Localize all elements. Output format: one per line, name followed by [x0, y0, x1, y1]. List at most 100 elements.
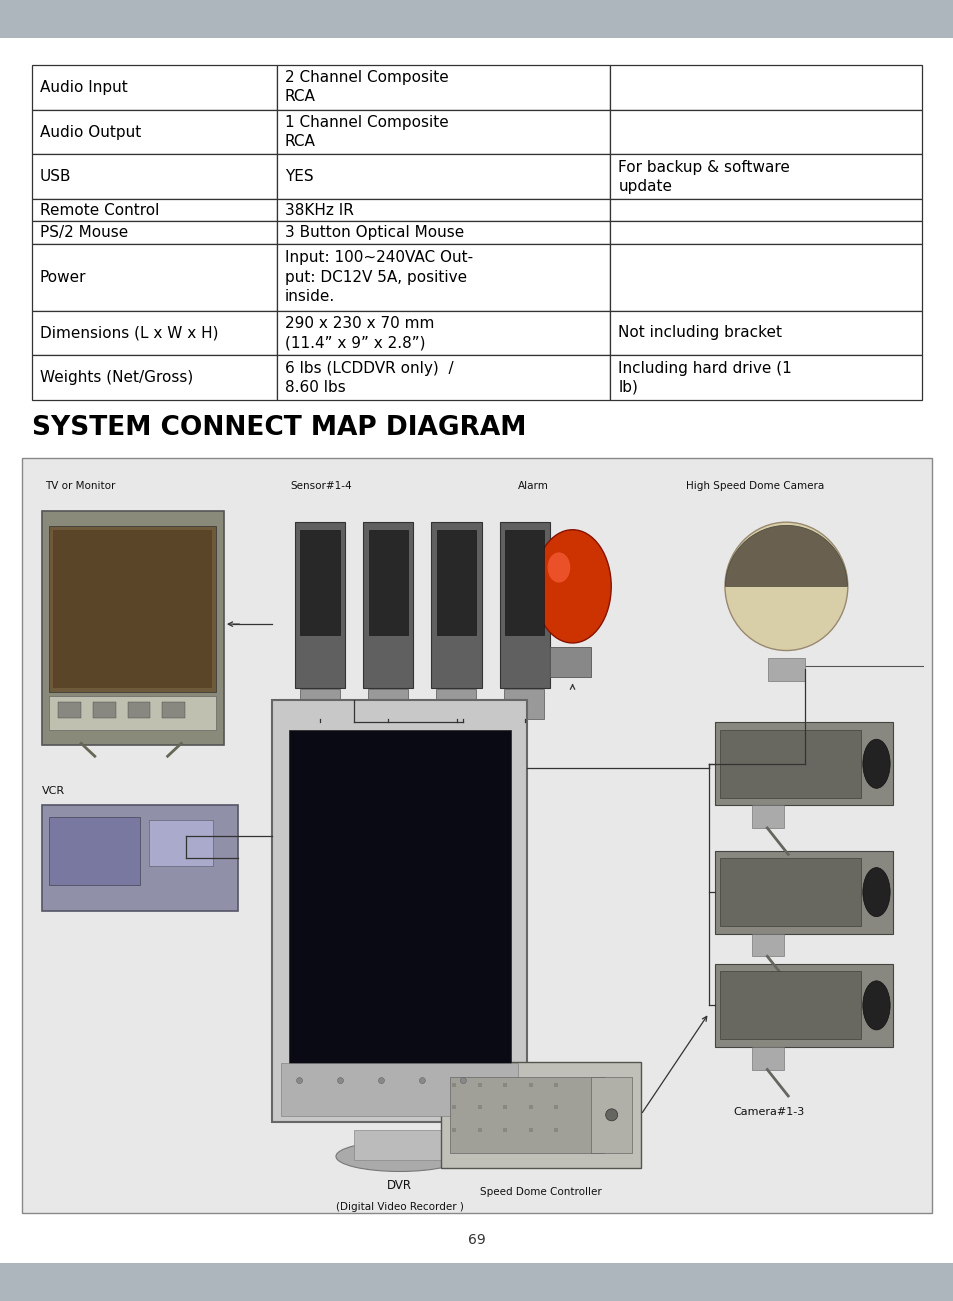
Text: 6 lbs (LCDDVR only)  /
8.60 lbs: 6 lbs (LCDDVR only) / 8.60 lbs: [284, 360, 453, 394]
Bar: [276, 155, 610, 199]
Ellipse shape: [724, 522, 847, 650]
Bar: [610, 155, 921, 199]
Text: 69: 69: [468, 1233, 485, 1246]
Ellipse shape: [335, 1141, 463, 1171]
Bar: [767, 658, 803, 680]
Bar: [477, 1106, 481, 1110]
Bar: [610, 199, 921, 221]
Bar: [32, 355, 276, 399]
Ellipse shape: [862, 739, 889, 788]
Bar: [32, 199, 276, 221]
Bar: [368, 690, 408, 719]
Circle shape: [419, 1077, 425, 1084]
Text: Camera#1-3: Camera#1-3: [733, 1107, 804, 1118]
Bar: [92, 701, 115, 718]
Text: Input: 100~240VAC Out-
put: DC12V 5A, positive
inside.: Input: 100~240VAC Out- put: DC12V 5A, po…: [284, 251, 473, 304]
Text: DVR: DVR: [387, 1179, 412, 1192]
Text: Audio Input: Audio Input: [40, 79, 128, 95]
Bar: [436, 530, 476, 635]
Circle shape: [605, 1108, 617, 1121]
Ellipse shape: [534, 530, 611, 643]
Bar: [276, 221, 610, 243]
Text: 290 x 230 x 70 mm
(11.4” x 9” x 2.8”): 290 x 230 x 70 mm (11.4” x 9” x 2.8”): [284, 316, 434, 350]
Bar: [528, 1106, 532, 1110]
Text: TV or Monitor: TV or Monitor: [45, 480, 115, 490]
Text: (Digital Video Recorder ): (Digital Video Recorder ): [335, 1202, 463, 1211]
Text: Sensor#1-4: Sensor#1-4: [290, 480, 352, 490]
Text: Not including bracket: Not including bracket: [618, 325, 781, 341]
Bar: [276, 355, 610, 399]
Text: PS/2 Mouse: PS/2 Mouse: [40, 225, 128, 239]
Circle shape: [460, 1077, 466, 1084]
Text: For backup & software
update: For backup & software update: [618, 160, 789, 194]
Bar: [276, 65, 610, 109]
Text: Audio Output: Audio Output: [40, 125, 141, 139]
Bar: [452, 1106, 456, 1110]
Bar: [715, 851, 892, 934]
Bar: [554, 1106, 558, 1110]
Ellipse shape: [547, 553, 570, 583]
Bar: [354, 1131, 445, 1160]
Bar: [150, 821, 213, 865]
Bar: [32, 65, 276, 109]
Bar: [276, 109, 610, 155]
Text: YES: YES: [284, 169, 313, 185]
Circle shape: [378, 1077, 384, 1084]
Bar: [32, 155, 276, 199]
Bar: [281, 1063, 517, 1115]
Bar: [549, 647, 590, 677]
Bar: [528, 1082, 532, 1086]
Text: 2 Channel Composite
RCA: 2 Channel Composite RCA: [284, 70, 448, 104]
Bar: [128, 701, 151, 718]
Bar: [720, 972, 861, 1039]
Text: Including hard drive (1
lb): Including hard drive (1 lb): [618, 360, 791, 394]
Bar: [440, 1062, 640, 1168]
Bar: [276, 311, 610, 355]
Bar: [449, 1077, 604, 1153]
Bar: [502, 1082, 507, 1086]
Circle shape: [337, 1077, 343, 1084]
Text: Remote Control: Remote Control: [40, 203, 159, 217]
Circle shape: [296, 1077, 302, 1084]
Text: VCR: VCR: [42, 786, 65, 796]
Bar: [751, 1047, 782, 1069]
Bar: [715, 722, 892, 805]
Bar: [610, 311, 921, 355]
Bar: [300, 530, 339, 635]
Bar: [0, 1263, 953, 1301]
Bar: [477, 1128, 481, 1132]
Bar: [42, 805, 237, 911]
Bar: [431, 522, 481, 688]
Bar: [50, 696, 215, 730]
Bar: [504, 690, 544, 719]
Bar: [32, 311, 276, 355]
Bar: [610, 221, 921, 243]
Bar: [502, 1106, 507, 1110]
Bar: [32, 221, 276, 243]
Bar: [477, 1082, 481, 1086]
Bar: [22, 458, 931, 1213]
Text: 1 Channel Composite
RCA: 1 Channel Composite RCA: [284, 114, 448, 150]
Bar: [751, 934, 782, 956]
Bar: [528, 1128, 532, 1132]
Bar: [289, 730, 510, 1071]
Text: SYSTEM CONNECT MAP DIAGRAM: SYSTEM CONNECT MAP DIAGRAM: [32, 415, 526, 441]
Bar: [276, 199, 610, 221]
Bar: [58, 701, 81, 718]
Bar: [751, 805, 782, 827]
Bar: [610, 65, 921, 109]
Text: High Speed Dome Camera: High Speed Dome Camera: [685, 480, 823, 490]
Bar: [50, 526, 215, 692]
Bar: [32, 243, 276, 311]
Bar: [299, 690, 339, 719]
Bar: [452, 1128, 456, 1132]
Bar: [272, 700, 526, 1123]
Text: Dimensions (L x W x H): Dimensions (L x W x H): [40, 325, 218, 341]
Bar: [452, 1082, 456, 1086]
Bar: [720, 859, 861, 926]
Text: 38KHz IR: 38KHz IR: [284, 203, 354, 217]
Bar: [610, 355, 921, 399]
Text: Power: Power: [40, 269, 87, 285]
Text: Speed Dome Controller: Speed Dome Controller: [479, 1187, 601, 1197]
Ellipse shape: [862, 868, 889, 917]
